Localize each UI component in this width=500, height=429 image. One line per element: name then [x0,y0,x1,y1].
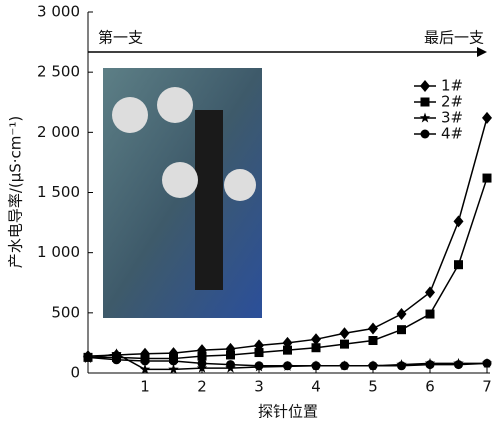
marker [482,173,492,183]
photo-vessel [157,87,193,123]
x-tick-label: 6 [425,378,435,396]
marker [419,112,431,123]
marker [396,308,407,321]
marker [254,361,264,371]
y-tick-label: 500 [51,303,80,321]
marker [368,322,378,335]
marker [425,286,435,299]
annotation: 最后一支 [424,29,484,47]
marker [368,361,378,371]
marker [482,111,492,124]
y-tick-label: 2 000 [37,123,80,141]
marker [139,363,151,374]
photo-pipe [195,110,223,290]
x-tick-label: 7 [482,378,492,396]
marker [197,351,207,361]
marker [340,339,349,349]
marker [420,80,430,92]
photo-vessel [224,169,256,201]
photo-vessel [112,97,148,133]
marker [453,215,464,228]
marker [168,363,179,374]
y-tick-label: 1 000 [37,243,80,261]
y-tick-label: 3 000 [37,3,80,21]
marker [368,336,378,346]
y-axis-label: 产水电导率/(μS·cm⁻¹) [7,116,25,268]
photo-vessel [162,162,198,198]
marker [339,327,350,340]
annotation: 第一支 [98,29,143,47]
y-tick-label: 1 500 [37,183,80,201]
x-tick-label: 3 [254,378,264,396]
legend-label: 2# [441,93,463,111]
marker [169,356,178,366]
marker [397,325,406,335]
marker [420,129,430,139]
y-tick-label: 2 500 [37,63,80,81]
marker [454,360,463,370]
legend-label: 3# [441,109,463,127]
legend-label: 1# [441,77,463,95]
x-axis-label: 探针位置 [258,403,318,421]
marker [112,355,121,365]
marker [140,356,150,366]
marker [425,309,435,319]
marker [454,260,463,270]
marker [340,361,349,371]
marker [226,360,235,370]
y-tick-label: 0 [70,364,80,382]
x-tick-label: 5 [368,378,378,396]
marker [283,361,292,371]
marker [283,345,292,355]
marker [482,358,492,368]
marker [311,361,321,371]
marker [397,361,406,371]
marker [197,358,207,368]
marker [83,352,93,362]
marker [111,348,122,359]
marker [425,360,435,370]
marker [226,350,235,360]
legend-label: 4# [441,125,463,143]
marker [420,97,430,107]
x-tick-label: 4 [311,378,321,396]
marker [254,348,264,358]
marker [311,333,321,346]
marker [311,343,321,353]
x-tick-label: 1 [140,378,150,396]
arrow-head [477,47,487,57]
x-tick-label: 2 [197,378,207,396]
